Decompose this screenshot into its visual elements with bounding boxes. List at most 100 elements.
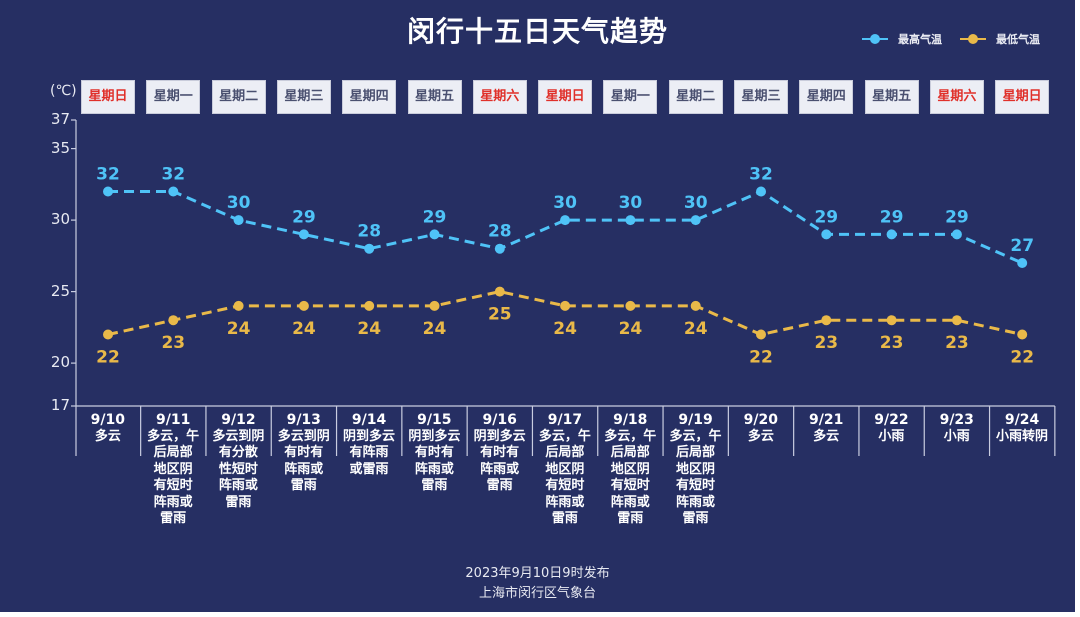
weather-description: 多云到阴 有时有 阵雨或 雷雨 [277,428,330,494]
weather-cell: 9/10 多云 [75,412,140,445]
weather-description: 小雨 [943,428,970,444]
high-temp-point [951,229,962,240]
issue-time: 2023年9月10日9时发布 [465,566,610,581]
weekday-label: 星期日 [538,80,593,114]
y-tick-label: 37 [50,110,70,128]
low-temp-point [690,300,701,311]
low-temp-label: 24 [684,319,708,339]
high-temp-label: 32 [96,165,120,185]
weather-cell: 9/21 多云 [794,412,859,445]
high-temp-label: 29 [880,207,904,227]
high-temp-point [625,215,636,226]
low-temp-label: 22 [1010,348,1034,368]
x-tick-date: 9/17 [547,412,583,428]
high-temp-point [756,186,766,197]
weather-cell: 9/24 小雨转阴 [990,412,1055,445]
weather-cell: 9/14 阴到多云 有阵雨 或雷雨 [337,412,402,478]
low-temp-label: 24 [292,319,316,339]
low-temp-point [951,315,962,326]
weekday-label: 星期三 [276,80,331,114]
high-temp-point [168,186,179,197]
weather-cell: 9/23 小雨 [924,412,989,445]
weather-cell: 9/11 多云，午 后局部 地区阴 有短时 阵雨或 雷雨 [141,412,206,528]
weekday-label: 星期六 [929,80,984,114]
weather-cell: 9/20 多云 [728,412,793,445]
weather-description: 多云，午 后局部 地区阴 有短时 阵雨或 雷雨 [538,428,591,527]
weather-description: 多云到阴 有分散 性短时 阵雨或 雷雨 [212,428,265,510]
high-temp-point [298,229,309,240]
low-temp-label: 25 [488,305,512,325]
weather-cell: 9/22 小雨 [859,412,924,445]
x-tick-date: 9/24 [1004,412,1040,428]
y-tick-label: 20 [50,353,70,372]
low-temp-point [886,315,897,326]
high-temp-point [1017,258,1028,268]
low-temp-line [107,290,1023,337]
high-temp-label: 30 [227,193,251,213]
x-tick-date: 9/21 [808,412,844,428]
x-tick-date: 9/19 [678,412,713,428]
high-temp-label: 29 [423,207,447,227]
x-tick-date: 9/15 [417,412,452,428]
low-temp-label: 24 [619,319,643,339]
weekday-label: 星期二 [211,80,266,114]
weather-description: 阴到多云 有阵雨 或雷雨 [343,428,396,477]
high-temp-label: 29 [814,207,838,227]
low-temp-label: 23 [814,333,838,353]
low-temp-label: 22 [96,348,120,368]
low-temp-point [168,315,179,326]
high-temp-label: 27 [1010,236,1034,256]
high-temp-point [560,215,571,226]
low-temp-label: 23 [880,333,904,353]
low-temp-point [364,300,375,311]
low-temp-label: 24 [553,319,577,339]
weather-cell: 9/18 多云，午 后局部 地区阴 有短时 阵雨或 雷雨 [598,412,663,528]
weather-description: 多云，午 后局部 地区阴 有短时 阵雨或 雷雨 [669,428,722,527]
x-tick-date: 9/14 [351,412,387,428]
weather-description: 阴到多云 有时有 阵雨或 雷雨 [408,428,461,494]
legend-low-label: 最低气温 [996,33,1040,46]
weather-cell: 9/19 多云，午 后局部 地区阴 有短时 阵雨或 雷雨 [663,412,728,528]
high-temp-label: 30 [684,193,708,213]
high-temp-label: 29 [292,207,316,227]
weather-cell: 9/12 多云到阴 有分散 性短时 阵雨或 雷雨 [206,412,271,511]
high-temp-point [886,229,897,240]
legend-item-low[interactable]: 最低气温 [960,30,1040,48]
high-temp-point [103,186,113,197]
legend-high-label: 最高气温 [898,33,942,46]
weather-cell: 9/13 多云到阴 有时有 阵雨或 雷雨 [271,412,336,495]
low-temp-point [494,286,505,297]
x-tick-date: 9/13 [286,412,321,428]
weather-description: 小雨 [878,428,905,444]
x-tick-date: 9/23 [939,412,974,428]
high-temp-point [494,243,505,254]
y-tick-label: 25 [50,281,70,300]
low-temp-label: 24 [357,319,381,339]
weekday-label: 星期三 [734,80,788,114]
low-temp-label: 24 [423,319,447,339]
weather-description: 多云，午 后局部 地区阴 有短时 阵雨或 雷雨 [147,428,200,527]
chart-title: 闵行十五日天气趋势 [406,15,668,48]
high-temp-point [233,215,244,226]
low-temp-label: 24 [227,319,251,339]
weather-description: 多云 [747,428,774,444]
weather-cell: 9/16 阴到多云 有时有 阵雨或 雷雨 [467,412,532,495]
low-temp-point [429,300,440,311]
low-temp-label: 23 [945,333,969,353]
weather-cell: 9/15 阴到多云 有时有 阵雨或 雷雨 [402,412,467,495]
weekday-label: 星期五 [407,80,462,114]
low-temp-point [103,329,113,340]
legend-low-marker-icon [960,33,986,45]
high-temp-label: 30 [619,193,643,213]
x-tick-date: 9/11 [155,412,191,428]
low-temp-label: 22 [749,348,773,368]
legend-high-marker-icon [862,33,888,45]
footer: 2023年9月10日9时发布 上海市闵行区气象台 [0,564,1075,604]
weather-cell: 9/17 多云，午 后局部 地区阴 有短时 阵雨或 雷雨 [532,412,597,528]
weather-description: 多云，午 后局部 地区阴 有短时 阵雨或 雷雨 [604,428,657,527]
weekday-label: 星期日 [995,80,1050,114]
legend-item-high[interactable]: 最高气温 [862,30,942,48]
low-temp-point [298,300,309,311]
high-temp-point [364,243,375,254]
